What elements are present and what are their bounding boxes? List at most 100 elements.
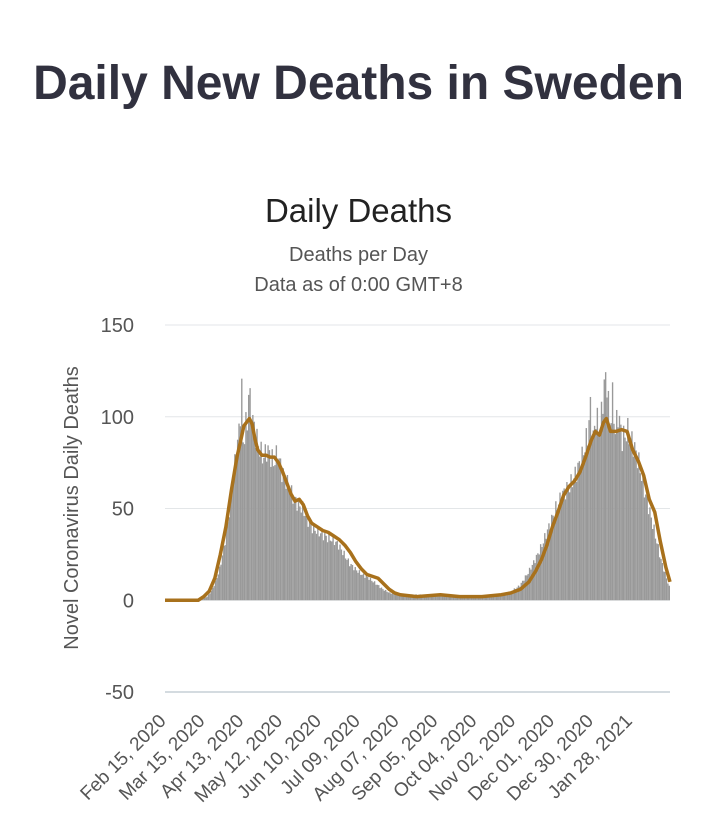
- bar: [290, 485, 293, 601]
- bar: [574, 466, 576, 601]
- bar: [510, 591, 513, 601]
- bar: [346, 559, 348, 601]
- bar: [567, 489, 569, 601]
- bar: [272, 466, 275, 601]
- bar: [473, 596, 475, 601]
- bar: [241, 378, 243, 601]
- bar: [452, 596, 455, 601]
- bar: [351, 564, 354, 601]
- bar: [455, 596, 457, 601]
- bar: [578, 461, 581, 601]
- page-title: Daily New Deaths in Sweden: [33, 57, 684, 110]
- bar: [552, 515, 554, 601]
- bar: [250, 425, 253, 601]
- moving-average-line: [165, 416, 672, 602]
- bar: [634, 442, 636, 601]
- bar: [544, 533, 546, 601]
- bar: [665, 578, 668, 601]
- bar: [248, 394, 250, 601]
- bar: [358, 570, 361, 601]
- bar: [668, 585, 670, 601]
- bar: [329, 540, 332, 601]
- bar: [527, 573, 529, 601]
- bar: [311, 533, 314, 601]
- bar: [495, 594, 498, 601]
- bar: [207, 594, 210, 601]
- bar: [332, 535, 334, 601]
- chart-title: Daily Deaths: [264, 192, 453, 229]
- bar: [667, 583, 669, 601]
- bar: [643, 497, 646, 601]
- chart-subtitle: Deaths per Day: [289, 244, 428, 266]
- bar: [375, 584, 377, 601]
- bar: [254, 447, 257, 601]
- bar: [560, 504, 563, 601]
- bar: [342, 555, 344, 601]
- y-tick-label: 100: [101, 407, 134, 429]
- bar: [238, 423, 240, 601]
- bar: [275, 445, 278, 601]
- bar: [549, 529, 552, 601]
- bar: [344, 558, 347, 601]
- bar: [319, 533, 322, 601]
- bar: [555, 501, 557, 601]
- bar: [538, 554, 540, 601]
- bar: [553, 517, 556, 601]
- bar: [523, 580, 525, 601]
- bar: [443, 595, 445, 601]
- bar: [264, 444, 266, 601]
- bar: [462, 596, 464, 601]
- bar: [515, 588, 517, 601]
- bar: [609, 426, 611, 601]
- bar: [458, 596, 460, 601]
- bar: [292, 503, 294, 601]
- bar: [459, 596, 462, 601]
- bar: [223, 545, 225, 601]
- bar: [647, 514, 650, 601]
- bar: [607, 390, 610, 601]
- bar: [372, 582, 374, 601]
- bar: [645, 494, 647, 601]
- bar: [353, 570, 355, 601]
- bar: [569, 492, 571, 601]
- bar: [520, 582, 522, 601]
- bar: [389, 592, 391, 601]
- bar: [384, 589, 387, 601]
- bar: [562, 490, 564, 601]
- bar: [585, 428, 587, 601]
- bar: [498, 593, 500, 601]
- bar: [325, 535, 327, 601]
- bar: [322, 540, 325, 601]
- bar: [369, 577, 372, 601]
- bar: [526, 575, 528, 601]
- bar: [288, 491, 290, 601]
- bar: [299, 506, 301, 601]
- bar: [440, 595, 442, 601]
- bar: [485, 595, 488, 601]
- bar: [606, 397, 608, 601]
- bar: [242, 442, 244, 601]
- bar: [604, 372, 607, 601]
- bar: [516, 587, 518, 601]
- bar: [505, 593, 507, 601]
- bar: [212, 587, 214, 601]
- bar: [611, 382, 614, 601]
- bar: [638, 452, 640, 601]
- chart-subtitle-date: Data as of 0:00 GMT+8: [254, 274, 463, 296]
- bar: [274, 465, 276, 601]
- bar: [624, 437, 626, 601]
- bar: [257, 446, 260, 601]
- bar: [474, 596, 477, 601]
- bar: [404, 594, 406, 601]
- bar: [588, 420, 590, 601]
- bar: [249, 388, 251, 601]
- bar: [622, 425, 625, 601]
- bar: [566, 482, 568, 601]
- bar: [603, 379, 605, 601]
- bar: [642, 474, 644, 601]
- bar: [602, 413, 604, 601]
- bar: [627, 417, 629, 601]
- bar: [537, 553, 539, 601]
- bar: [328, 533, 330, 601]
- bar: [650, 517, 653, 601]
